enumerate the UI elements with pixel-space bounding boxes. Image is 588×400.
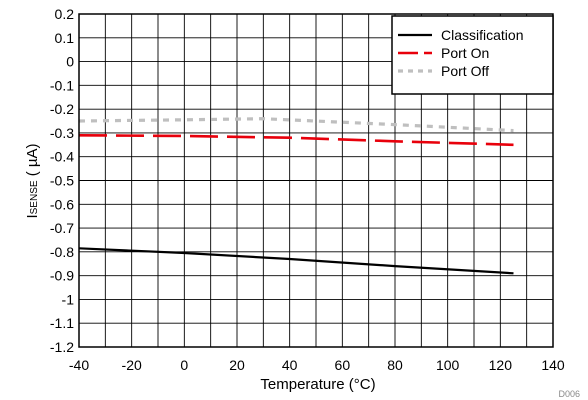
series-line-classification (78, 247, 514, 275)
y-tick-label: -0.4 (50, 149, 74, 165)
legend-box (391, 15, 554, 95)
y-tick-label: 0 (66, 54, 74, 70)
series-line-port-off (78, 117, 514, 133)
x-tick-label: 80 (387, 357, 403, 373)
x-axis-tick-labels: -40 -20 0 20 40 60 80 100 120 140 (69, 357, 565, 373)
y-tick-label: -1.1 (50, 315, 74, 331)
legend-label-port-off: Port Off (441, 63, 489, 79)
legend-label-port-on: Port On (441, 45, 489, 61)
x-tick-label: 0 (180, 357, 188, 373)
series-lines (78, 117, 514, 275)
y-tick-label: -0.6 (50, 196, 74, 212)
y-tick-label: -0.5 (50, 173, 74, 189)
y-axis-title: ISENSE ( µA) (24, 143, 41, 218)
x-tick-label: -20 (122, 357, 142, 373)
x-tick-label: 20 (229, 357, 245, 373)
x-tick-label: 120 (489, 357, 513, 373)
y-tick-label: -0.9 (50, 268, 74, 284)
y-axis-title-unit: ( µA) (24, 143, 41, 180)
y-axis-title-subscript: SENSE (29, 180, 40, 214)
series-line-port-on (78, 134, 514, 147)
y-tick-label: 0.1 (55, 30, 75, 46)
legend: Classification Port On Port Off (391, 15, 554, 95)
x-tick-label: 100 (436, 357, 460, 373)
y-tick-label: -0.2 (50, 101, 74, 117)
y-tick-label: -0.1 (50, 77, 74, 93)
x-axis-title: Temperature (°C) (260, 376, 375, 393)
y-tick-label: 0.2 (55, 6, 75, 22)
figure-source-code: D006 (558, 389, 580, 399)
y-tick-label: -0.8 (50, 244, 74, 260)
x-tick-label: 40 (282, 357, 298, 373)
y-tick-label: -0.7 (50, 220, 74, 236)
y-tick-label: -0.3 (50, 125, 74, 141)
x-tick-label: -40 (69, 357, 89, 373)
y-tick-label: -1 (62, 291, 75, 307)
y-axis-tick-labels: 0.2 0.1 0 -0.1 -0.2 -0.3 -0.4 -0.5 -0.6 -0.7 -0.8 -… (50, 6, 74, 355)
legend-label-classification: Classification (441, 27, 523, 43)
y-tick-label: -1.2 (50, 339, 74, 355)
y-axis-title-main: I (24, 214, 41, 218)
x-tick-label: 60 (335, 357, 351, 373)
plot-area-frame (78, 13, 554, 348)
x-tick-label: 140 (541, 357, 565, 373)
